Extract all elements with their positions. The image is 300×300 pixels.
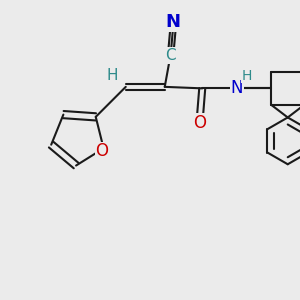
- Text: O: O: [96, 142, 109, 160]
- Text: N: N: [166, 14, 181, 32]
- Text: H: H: [242, 69, 252, 83]
- Text: H: H: [106, 68, 118, 83]
- Text: N: N: [230, 80, 243, 98]
- Text: C: C: [165, 48, 176, 63]
- Text: O: O: [193, 114, 206, 132]
